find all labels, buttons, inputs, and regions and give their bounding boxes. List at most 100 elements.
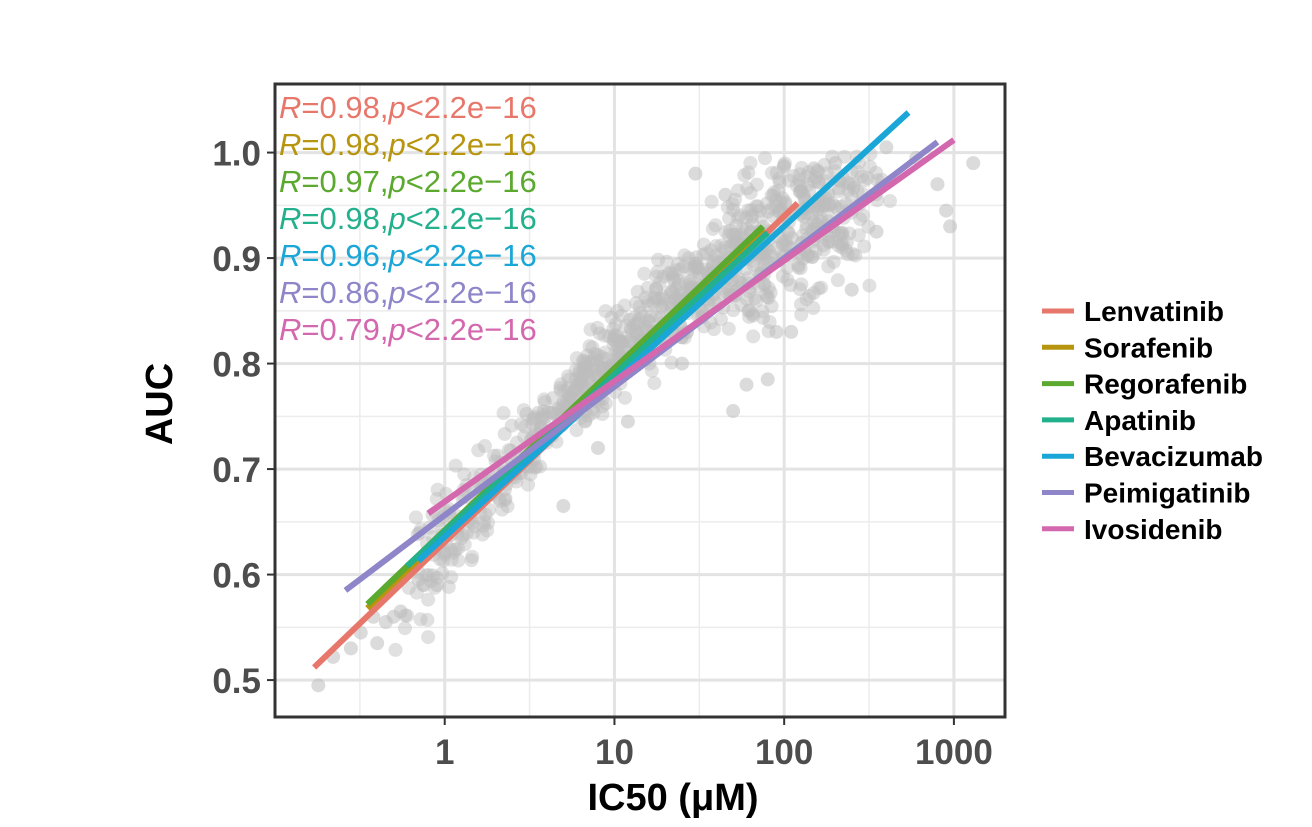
data-point: [862, 159, 877, 174]
data-point: [674, 356, 689, 371]
data-point: [592, 326, 607, 341]
data-point: [647, 376, 662, 391]
data-point: [650, 264, 665, 279]
data-point: [498, 491, 513, 506]
data-point: [794, 307, 809, 322]
data-point: [585, 340, 600, 355]
data-point: [497, 426, 512, 441]
data-point: [689, 260, 704, 275]
data-point: [430, 570, 445, 585]
data-point: [556, 394, 571, 409]
annotation-p-label: p: [387, 164, 405, 199]
data-point: [608, 345, 623, 360]
data-point: [566, 385, 581, 400]
data-point: [533, 459, 548, 474]
data-point: [631, 312, 646, 327]
data-point: [690, 259, 705, 274]
data-point: [682, 261, 697, 276]
data-point: [734, 297, 749, 312]
data-point: [644, 363, 659, 378]
data-point: [576, 361, 591, 376]
data-point: [516, 403, 531, 418]
data-point: [704, 194, 719, 209]
data-point: [820, 207, 835, 222]
data-point: [619, 330, 634, 345]
data-point: [529, 459, 544, 474]
data-point: [592, 359, 607, 374]
data-point: [574, 371, 589, 386]
data-point: [726, 404, 741, 419]
data-point: [608, 327, 623, 342]
data-point: [690, 260, 705, 275]
data-point: [531, 405, 546, 420]
data-point: [817, 198, 832, 213]
data-point: [583, 354, 598, 369]
data-point: [476, 518, 491, 533]
data-point: [595, 407, 610, 422]
data-point: [587, 363, 602, 378]
data-point: [825, 234, 840, 249]
data-point: [811, 281, 826, 296]
data-point: [435, 566, 450, 581]
data-point: [792, 184, 807, 199]
data-point: [421, 630, 436, 645]
data-point: [652, 291, 667, 306]
data-point: [560, 369, 575, 384]
data-point: [845, 247, 860, 262]
data-point: [725, 227, 740, 242]
data-point: [465, 549, 480, 564]
data-point: [794, 160, 809, 175]
data-point: [553, 377, 568, 392]
data-point: [742, 303, 757, 318]
annotation-p-value: <2.2e−16: [406, 127, 537, 162]
data-point: [664, 355, 679, 370]
data-point: [784, 230, 799, 245]
data-point: [802, 288, 817, 303]
data-point: [448, 542, 463, 557]
data-point: [764, 188, 779, 203]
data-point: [732, 272, 747, 287]
data-point: [745, 306, 760, 321]
data-point: [800, 178, 815, 193]
data-point: [740, 181, 755, 196]
data-point: [413, 612, 428, 627]
data-point: [792, 282, 807, 297]
data-point: [630, 328, 645, 343]
data-point: [525, 417, 540, 432]
data-point: [640, 294, 655, 309]
data-point: [814, 280, 829, 295]
data-point: [747, 291, 762, 306]
data-point: [661, 267, 676, 282]
data-point: [939, 203, 954, 218]
data-point: [761, 324, 776, 339]
data-point: [656, 269, 671, 284]
data-point: [707, 253, 722, 268]
correlation-annotation-bevacizumab: R=0.96,p<2.2e−16: [279, 238, 537, 273]
data-point: [801, 165, 816, 180]
data-point: [775, 237, 790, 252]
data-point: [626, 317, 641, 332]
data-point: [782, 226, 797, 241]
data-point: [577, 354, 592, 369]
regression-lines: [312, 110, 956, 670]
data-point: [772, 171, 787, 186]
data-point: [590, 320, 605, 335]
data-point: [578, 413, 593, 428]
x-axis: 1 10 100 1000: [435, 717, 993, 772]
data-point: [671, 277, 686, 292]
data-point: [739, 221, 754, 236]
data-point: [561, 389, 576, 404]
data-point: [776, 158, 791, 173]
data-point: [793, 184, 808, 199]
data-point: [733, 208, 748, 223]
annotation-r-value: =0.97,: [301, 164, 388, 199]
data-point: [812, 213, 827, 228]
annotation-r-value: =0.96,: [301, 238, 388, 273]
data-point: [825, 149, 840, 164]
correlation-annotation-regorafenib: R=0.97,p<2.2e−16: [279, 164, 537, 199]
legend-label-sorafenib: Sorafenib: [1084, 332, 1213, 363]
data-point: [744, 203, 759, 218]
data-point: [448, 458, 463, 473]
data-point: [778, 195, 793, 210]
legend-label-peimigatinib: Peimigatinib: [1084, 478, 1250, 509]
